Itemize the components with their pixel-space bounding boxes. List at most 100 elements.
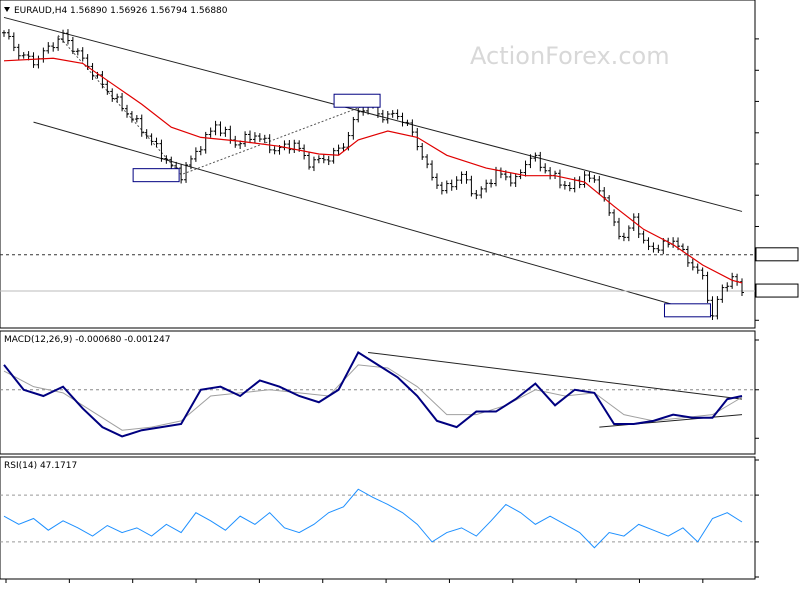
price-right-labels [755, 247, 799, 298]
macd-trend-line [599, 414, 743, 428]
ohlc-bar [597, 175, 602, 195]
ohlc-bar [646, 237, 651, 251]
ohlc-bar [120, 92, 125, 112]
ohlc-bar [272, 146, 277, 155]
ohlc-bar [420, 142, 425, 160]
ohlc-bar [61, 29, 66, 43]
ohlc-bar [321, 154, 326, 164]
ohlc-bar [656, 244, 661, 253]
ohlc-bar [434, 173, 439, 189]
ohlc-bar [720, 284, 725, 303]
ohlc-bar [725, 282, 730, 292]
ohlc-bar [439, 181, 444, 195]
annotation-box [132, 168, 180, 183]
ohlc-bar [715, 296, 720, 320]
ohlc-bar [159, 139, 164, 162]
ohlc-bar [115, 93, 120, 103]
ohlc-bar [208, 127, 213, 138]
watermark: ActionForex.com [470, 42, 670, 70]
price-header: EURAUD,H4 1.56890 1.56926 1.56794 1.5688… [14, 6, 228, 16]
ohlc-bar [380, 109, 385, 123]
annotation-box [663, 303, 711, 318]
ohlc-bar [238, 140, 243, 149]
price-level-box [755, 247, 799, 262]
ohlc-bar [6, 29, 11, 40]
ohlc-bar [287, 140, 292, 154]
ohlc-bar [651, 242, 656, 253]
price-level-label [755, 247, 799, 262]
rsi-panel: RSI(14) 47.1717 [0, 456, 759, 580]
price-y-axis [755, 38, 759, 321]
ohlc-bar [626, 225, 631, 242]
ohlc-bar [449, 179, 454, 191]
ohlc-bar [444, 180, 449, 194]
ohlc-bar [129, 111, 134, 123]
ohlc-bar [110, 88, 115, 102]
ohlc-bar [2, 30, 6, 37]
ohlc-bar [307, 151, 312, 170]
ohlc-bar [184, 162, 189, 183]
ohlc-bar [612, 209, 617, 227]
ohlc-bar [543, 163, 548, 174]
ohlc-bar [105, 80, 110, 95]
channel-lower-line [33, 121, 713, 317]
ohlc-bar [607, 195, 612, 216]
ohlc-bar [164, 155, 169, 164]
ohlc-bar [523, 160, 528, 177]
ohlc-bar [11, 32, 16, 52]
rsi-panel-frame [0, 456, 756, 580]
ohlc-bar [213, 120, 218, 136]
ohlc-bar [685, 245, 690, 267]
rsi-header: RSI(14) 47.1717 [4, 461, 77, 471]
ohlc-bar [641, 230, 646, 244]
ohlc-bar [248, 130, 252, 144]
ohlc-bar [16, 43, 21, 60]
ohlc-bar [695, 263, 700, 274]
ohlc-bar [267, 134, 272, 154]
ohlc-bar [75, 48, 80, 56]
moving-average-line [3, 57, 743, 284]
ohlc-bar [80, 47, 85, 62]
ohlc-bar [262, 134, 267, 144]
ohlc-bar [533, 152, 538, 162]
level-annotation [132, 168, 180, 183]
ohlc-bar [139, 114, 144, 137]
ohlc-bar [710, 296, 715, 320]
dropdown-triangle-icon[interactable] [4, 7, 10, 12]
macd-panel: MACD(12,26,9) -0.000680 -0.001247 [0, 330, 759, 455]
ohlc-bar [188, 155, 193, 170]
ohlc-bar [31, 52, 36, 68]
price-annotations [132, 93, 711, 318]
ohlc-bar [405, 119, 410, 126]
macd-signal-line [3, 364, 743, 431]
ohlc-bar [459, 171, 464, 184]
ohlc-bar [557, 169, 562, 189]
price-panel-frame [0, 0, 756, 329]
ohlc-bar [410, 119, 415, 136]
ohlc-bar [125, 104, 129, 118]
ohlc-bar [464, 171, 469, 184]
ohlc-bar [56, 36, 61, 51]
ohlc-bar [395, 109, 400, 120]
ohlc-bar [390, 110, 395, 118]
channel-upper-line [3, 16, 743, 212]
ohlc-bar [430, 160, 435, 181]
ohlc-bar [690, 258, 695, 271]
ohlc-bar [474, 189, 479, 200]
ohlc-bar [587, 171, 592, 183]
ohlc-bar [700, 267, 705, 280]
ohlc-bar [331, 147, 336, 164]
rsi-y-axis [755, 459, 759, 578]
macd-panel-frame [0, 330, 756, 455]
ohlc-bar [26, 51, 31, 61]
ohlc-bar [243, 131, 248, 147]
ohlc-bar [592, 174, 597, 183]
ohlc-bar [705, 271, 710, 303]
macd-y-axis [755, 339, 759, 439]
ohlc-bar [257, 133, 262, 142]
ohlc-bar [562, 180, 567, 190]
ohlc-bar [425, 154, 430, 169]
ohlc-bar [621, 232, 626, 242]
